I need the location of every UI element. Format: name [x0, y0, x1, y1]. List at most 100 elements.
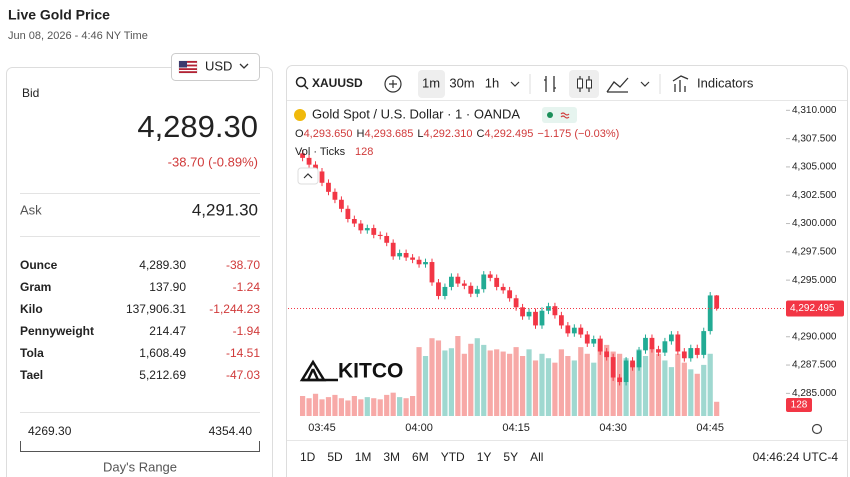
candle-body	[384, 235, 390, 243]
unit-table: Ounce 4,289.30 -38.70 Gram 137.90 -1.24 Kilo 13…	[20, 258, 260, 382]
ohlc-change: −1.175 (−0.03%)	[537, 128, 619, 140]
unit-price: 137,906.31	[126, 302, 186, 316]
bars-icon[interactable]	[544, 76, 556, 92]
volume-bar	[403, 398, 409, 416]
symbol[interactable]: XAUUSD	[312, 76, 363, 90]
range-button[interactable]: 1Y	[477, 450, 492, 464]
range-button[interactable]: 1M	[355, 450, 372, 464]
candle-body	[326, 182, 331, 192]
candle-body	[623, 360, 629, 383]
y-tick-label: 4,290.000	[792, 331, 837, 342]
interval[interactable]: 1m	[422, 75, 440, 90]
volume-bar	[688, 369, 694, 416]
plot: 4,310.000 4,307.500 4,305.000 4,302.500 4,30…	[288, 105, 844, 434]
volume-bar	[707, 353, 713, 416]
timestamp: Jun 08, 2026 - 4:46 NY Time	[8, 30, 148, 42]
interval-active[interactable]	[418, 70, 445, 98]
volume-bar	[306, 398, 312, 416]
range-button[interactable]: 6M	[412, 450, 429, 464]
volume-bar	[604, 344, 610, 416]
volume-bar	[526, 349, 532, 416]
candle-body	[461, 283, 467, 286]
area-icon[interactable]	[606, 77, 629, 93]
indicators[interactable]: Indicators	[697, 75, 754, 90]
candle-body	[358, 223, 364, 231]
range-high: 4354.40	[209, 424, 253, 438]
range-button[interactable]: YTD	[441, 450, 465, 464]
volume-bar	[507, 353, 513, 416]
interval[interactable]: 30m	[449, 75, 474, 90]
y-tick-label: 4,302.500	[792, 190, 837, 201]
candle-body	[604, 351, 610, 358]
page-title: Live Gold Price	[8, 7, 110, 23]
unit-price: 4,289.30	[139, 258, 186, 272]
range-bar	[20, 441, 260, 452]
ohlc-value: 4,292.495	[484, 128, 533, 140]
volume-bar	[558, 349, 564, 416]
candle-body	[558, 315, 564, 326]
candle-body	[500, 286, 506, 291]
interval[interactable]: 1h	[485, 75, 499, 90]
candle-body	[364, 228, 370, 231]
ohlc-key: O	[295, 128, 304, 140]
volume-bar	[312, 393, 319, 416]
last-price-label: 4,292.495	[790, 303, 835, 314]
candle-body	[429, 262, 435, 283]
unit-price: 137.90	[149, 280, 186, 294]
range-button[interactable]: 5Y	[503, 450, 518, 464]
unit-name: Gram	[20, 280, 51, 294]
range-label: Day's Range	[103, 459, 177, 474]
y-tick-label: 4,285.000	[792, 388, 837, 399]
range-button[interactable]: 3M	[383, 450, 400, 464]
range-button[interactable]: 1D	[300, 450, 316, 464]
candle-body	[345, 208, 351, 220]
collapse-button[interactable]	[297, 167, 319, 185]
volume-bar	[468, 343, 474, 416]
settings-icon[interactable]	[811, 423, 823, 435]
indicators-icon[interactable]	[672, 75, 689, 92]
flag	[178, 60, 198, 74]
volume-bar	[545, 358, 552, 416]
candle-body	[694, 348, 700, 355]
unit-name: Ounce	[20, 258, 58, 272]
add-symbol	[389, 80, 397, 88]
volume-bar	[584, 353, 590, 416]
candle-body	[455, 276, 461, 284]
range-button[interactable]: All	[530, 450, 543, 464]
candle-body	[397, 252, 403, 257]
chevron[interactable]	[640, 81, 650, 87]
unit-price: 214.47	[149, 324, 186, 338]
candle-body	[533, 311, 538, 326]
volume-bar	[325, 397, 332, 416]
candle-body	[474, 289, 480, 294]
ask-price: 4,291.30	[192, 200, 258, 219]
unit-change: -1.24	[233, 280, 261, 294]
search-icon[interactable]	[295, 76, 307, 88]
add-symbol[interactable]	[384, 75, 402, 93]
volume-bar	[519, 356, 526, 416]
candle-body	[707, 295, 713, 332]
ask-label: Ask	[20, 202, 42, 217]
candle-icon-bg[interactable]	[569, 70, 599, 98]
volume-bar	[649, 347, 655, 416]
logo-mark	[299, 359, 338, 382]
candle-body	[449, 276, 454, 287]
bid-label: Bid	[22, 86, 39, 100]
range-buttons: 1D 5D 1M 3M 6M YTD 1Y 5Y All	[300, 450, 543, 464]
chevron[interactable]	[510, 81, 520, 87]
candle-body	[319, 171, 325, 183]
volume-bar	[675, 353, 681, 416]
candle-body	[662, 341, 668, 353]
volume-bar	[461, 353, 467, 416]
unit-change: -14.51	[226, 346, 260, 360]
volume-bar	[409, 396, 416, 416]
range-button[interactable]: 5D	[327, 450, 343, 464]
volume-bar	[636, 349, 642, 416]
clock: 04:46:24 UTC-4	[753, 450, 839, 464]
candle-body	[597, 339, 603, 352]
volume-value: 128	[355, 146, 373, 158]
volume-bar	[701, 364, 707, 416]
unit-name: Tael	[20, 368, 43, 382]
currency-select[interactable]	[171, 53, 260, 81]
unit-change: -1.94	[233, 324, 261, 338]
